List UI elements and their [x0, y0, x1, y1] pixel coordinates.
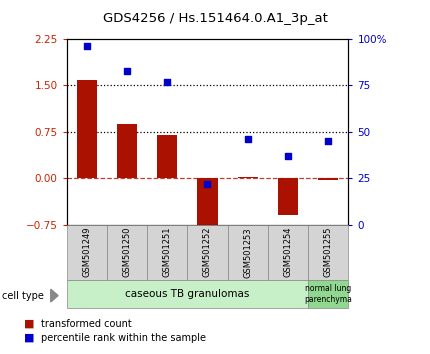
Bar: [308, 280, 348, 308]
Text: caseous TB granulomas: caseous TB granulomas: [125, 289, 249, 299]
Bar: [157, 135, 177, 178]
Text: normal lung
parenchyma: normal lung parenchyma: [304, 284, 352, 303]
Text: GDS4256 / Hs.151464.0.A1_3p_at: GDS4256 / Hs.151464.0.A1_3p_at: [103, 12, 327, 25]
Bar: [238, 177, 258, 178]
Bar: [187, 225, 227, 280]
Text: ■: ■: [24, 333, 34, 343]
Text: GSM501250: GSM501250: [123, 227, 132, 278]
Bar: [117, 124, 137, 178]
Bar: [67, 225, 107, 280]
Bar: [197, 178, 218, 234]
Bar: [318, 178, 338, 179]
Bar: [67, 280, 308, 308]
Bar: [227, 225, 268, 280]
Text: cell type: cell type: [2, 291, 44, 301]
Text: percentile rank within the sample: percentile rank within the sample: [41, 333, 206, 343]
Bar: [308, 225, 348, 280]
Text: GSM501249: GSM501249: [82, 227, 91, 278]
Polygon shape: [51, 289, 58, 302]
Point: [244, 136, 251, 142]
Point: [83, 44, 90, 49]
Bar: [268, 225, 308, 280]
Bar: [77, 80, 97, 178]
Text: GSM501255: GSM501255: [324, 227, 333, 278]
Point: [285, 153, 292, 159]
Point: [164, 79, 171, 85]
Bar: [147, 225, 187, 280]
Text: ■: ■: [24, 319, 34, 329]
Bar: [107, 225, 147, 280]
Bar: [278, 178, 298, 216]
Text: GSM501253: GSM501253: [243, 227, 252, 278]
Point: [123, 68, 130, 73]
Point: [325, 138, 332, 144]
Point: [204, 181, 211, 187]
Text: GSM501254: GSM501254: [283, 227, 292, 278]
Text: GSM501251: GSM501251: [163, 227, 172, 278]
Text: transformed count: transformed count: [41, 319, 132, 329]
Text: GSM501252: GSM501252: [203, 227, 212, 278]
